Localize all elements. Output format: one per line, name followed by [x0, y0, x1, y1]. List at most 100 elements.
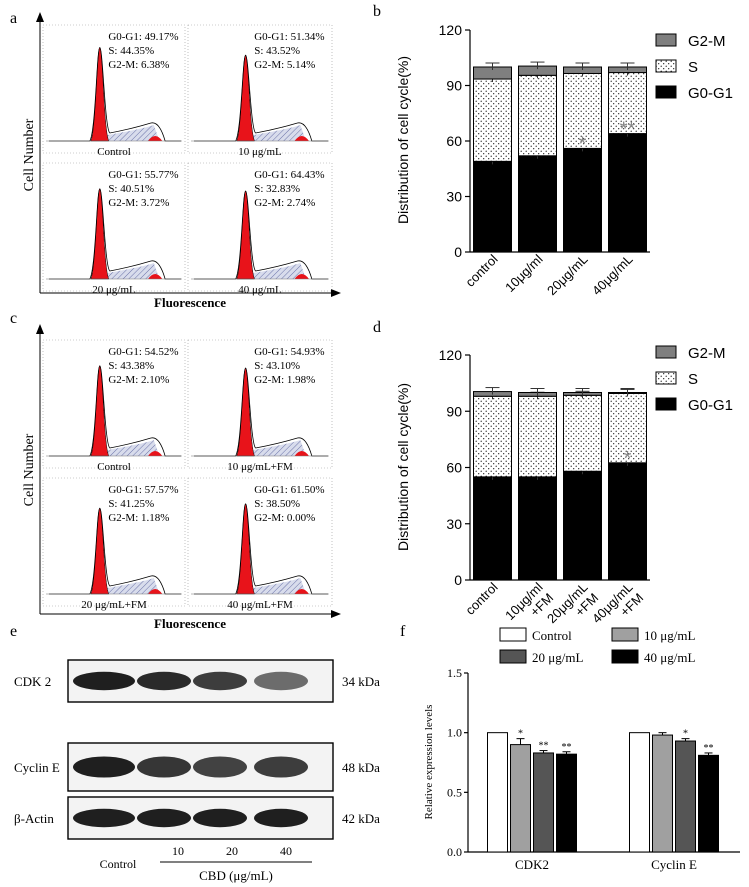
panel-letter-b: b: [373, 3, 381, 20]
legend-swatch-3: [611, 649, 639, 664]
blot-band: [254, 671, 308, 691]
x-tick-label: CDK2: [515, 857, 549, 872]
x-tick-label-group: 10μg/ml+FM: [502, 579, 556, 623]
x-tick-label-group: 40μg/mL: [589, 252, 636, 299]
y-tick-label: 0: [454, 572, 462, 588]
blot-row-2: Cyclin E 48 kDa: [14, 742, 380, 792]
bar-g0-g1: [608, 462, 647, 581]
g0-g1-peak: [236, 503, 256, 595]
protein-name: β-Actin: [14, 811, 54, 826]
legend-label: 20 μg/mL: [532, 650, 583, 665]
panel-d-y-label: Distribution of cell cycle(%): [395, 383, 411, 551]
protein-name: Cyclin E: [14, 760, 60, 775]
s-value: S: 43.52%: [254, 45, 300, 57]
blot-band: [193, 756, 247, 778]
g0-g1-value: G0-G1: 49.17%: [108, 31, 178, 43]
x-tick-label: 40μg/mL: [589, 252, 636, 299]
protein-size: 48 kDa: [342, 760, 380, 775]
histogram-caption: 10 μg/mL+FM: [227, 461, 293, 473]
g0-g1-peak: [90, 188, 110, 280]
significance-mark: *: [624, 448, 632, 470]
histogram-frame: [187, 162, 333, 292]
g2-m-value: G2-M: 1.98%: [254, 374, 315, 386]
s-value: S: 38.50%: [254, 498, 300, 510]
panel-c-y-label: Cell Number: [22, 433, 37, 506]
g2-m-peak: [294, 589, 309, 594]
bar-s: [608, 72, 647, 135]
y-tick-label: 1.0: [447, 726, 462, 740]
g2-m-value: G2-M: 2.74%: [254, 197, 315, 209]
blot-band: [254, 756, 308, 778]
g0-g1-peak: [236, 367, 256, 457]
y-tick-label: 120: [439, 347, 463, 363]
g2-m-value: G2-M: 3.72%: [108, 197, 169, 209]
lane-label: 20: [226, 844, 238, 858]
blot-row-3: β-Actin 42 kDa: [14, 796, 380, 840]
bar-s: [473, 78, 512, 162]
y-tick-label: 60: [446, 460, 462, 476]
bar-1: [652, 734, 673, 853]
s-phase-area: [251, 578, 307, 594]
legend-label: 10 μg/mL: [644, 628, 695, 643]
panel-c-x-label: Fluorescence: [154, 616, 226, 631]
histogram-caption: Control: [97, 146, 131, 158]
lane-label: 10: [172, 844, 184, 858]
legend-swatch-s: [655, 59, 677, 73]
panel-a-y-label: Cell Number: [22, 118, 37, 191]
y-tick-label: 90: [446, 78, 462, 94]
lane-label: Control: [100, 857, 137, 871]
x-tick-label-group: control: [462, 579, 500, 617]
panel-b-y-label: Distribution of cell cycle(%): [395, 56, 411, 224]
g2-m-peak: [148, 451, 163, 456]
x-tick-label-group: 10μg/ml: [502, 251, 546, 295]
blot-band: [137, 808, 191, 828]
histogram-outline: [49, 365, 181, 457]
significance-mark: **: [562, 742, 572, 753]
s-phase-area: [105, 263, 160, 279]
x-tick-label: control: [462, 579, 500, 617]
g0-g1-peak: [90, 507, 110, 595]
histogram-2: G0-G1: 54.93% S: 43.10% G2-M: 1.98% 10 μg/m…: [187, 339, 333, 473]
histogram-outline: [49, 188, 181, 280]
x-tick-label: 10μg/ml: [502, 251, 546, 295]
g0-g1-peak: [236, 190, 256, 280]
s-phase-area: [251, 440, 307, 456]
y-tick-label: 60: [446, 133, 462, 149]
bar-1: [510, 744, 531, 853]
s-phase-area: [251, 263, 307, 279]
histogram-caption: 20 μg/mL: [92, 284, 136, 296]
bar-0: [629, 732, 650, 853]
g0-g1-value: G0-G1: 64.43%: [254, 169, 324, 181]
legend-swatch-s: [655, 371, 677, 385]
panel-letter-d: d: [373, 319, 381, 336]
bar-g0-g1: [518, 476, 557, 581]
histogram-3: G0-G1: 57.57% S: 41.25% G2-M: 1.18% 20 μg/m…: [42, 477, 186, 611]
histogram-caption: 20 μg/mL+FM: [81, 599, 147, 611]
s-phase-area: [251, 125, 307, 141]
legend-label: 40 μg/mL: [644, 650, 695, 665]
y-tick-label: 0.5: [447, 785, 462, 799]
g0-g1-value: G0-G1: 61.50%: [254, 484, 324, 496]
bar-s: [518, 395, 557, 478]
legend-label: G0-G1: [688, 85, 733, 102]
s-phase-area: [105, 440, 160, 456]
blot-row-1: CDK 2 34 kDa: [14, 659, 380, 703]
g2-m-value: G2-M: 0.00%: [254, 512, 315, 524]
legend-label: G0-G1: [688, 397, 733, 414]
legend-label: Control: [532, 628, 572, 643]
y-tick-label: 120: [439, 22, 463, 38]
g2-m-peak: [148, 136, 163, 141]
x-tick-label: 20μg/mL: [544, 252, 591, 299]
y-tick-label: 90: [446, 403, 462, 419]
bar-s: [518, 74, 557, 157]
histogram-caption: 10 μg/mL: [238, 146, 282, 158]
panel-f-y-label: Relative expression levels: [423, 705, 435, 820]
blot-band: [73, 671, 135, 691]
bar-s: [563, 394, 602, 472]
protein-name: CDK 2: [14, 674, 51, 689]
y-tick-label: 0: [454, 244, 462, 260]
histogram-1: G0-G1: 49.17% S: 44.35% G2-M: 6.38% Control: [42, 24, 186, 158]
legend-label: G2-M: [688, 345, 726, 362]
g0-g1-peak: [236, 54, 256, 142]
g2-m-peak: [148, 589, 163, 594]
